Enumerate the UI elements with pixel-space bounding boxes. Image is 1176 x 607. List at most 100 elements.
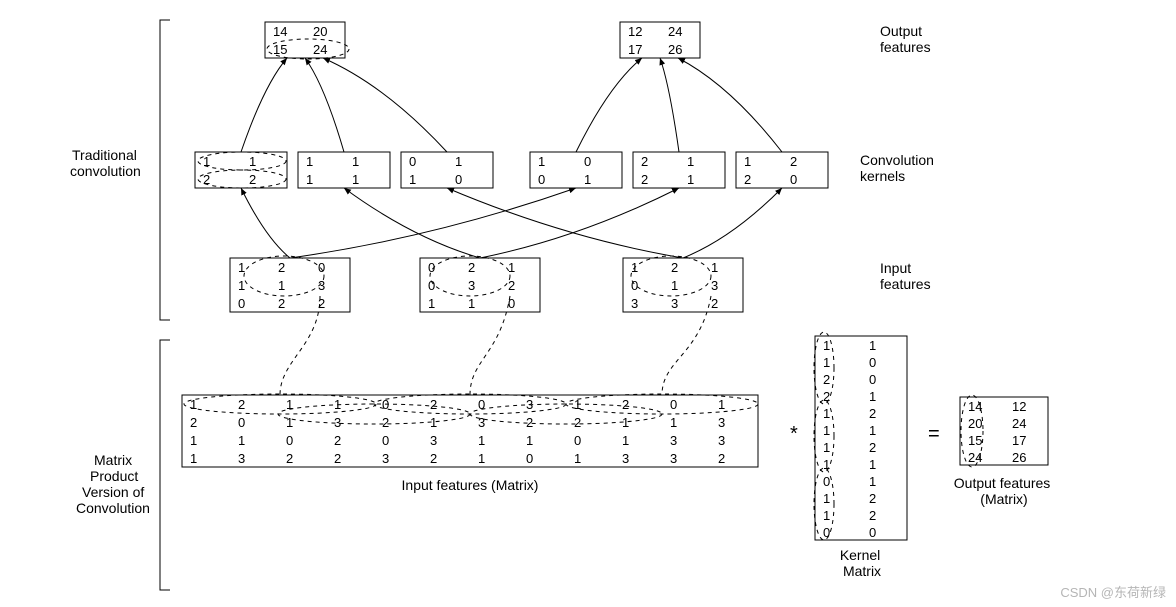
- input-top-1-cell: 3: [468, 278, 475, 293]
- watermark: CSDN @东荷新绿: [1060, 582, 1166, 601]
- kernel-matrix-cell: 0: [823, 474, 830, 489]
- input-top-2-cell: 2: [671, 260, 678, 275]
- input-matrix-cell: 2: [238, 397, 245, 412]
- input-top-1-cell: 2: [468, 260, 475, 275]
- kernel-5-cell: 2: [790, 154, 797, 169]
- input-matrix-cell: 3: [670, 451, 677, 466]
- input-matrix-cell: 2: [622, 397, 629, 412]
- kernel-2-cell: 0: [455, 172, 462, 187]
- input-matrix-cell: 2: [286, 451, 293, 466]
- input-top-2-cell: 1: [671, 278, 678, 293]
- kernel-matrix-cell: 1: [823, 491, 830, 506]
- label-conv-kernels: Convolution kernels: [860, 152, 938, 184]
- input-matrix-cell: 0: [382, 433, 389, 448]
- label-output-matrix: Output features (Matrix): [954, 475, 1054, 507]
- kernel-5-cell: 1: [744, 154, 751, 169]
- kernel-matrix-cell: 1: [823, 338, 830, 353]
- label-traditional: Traditional convolution: [70, 147, 141, 179]
- output-matrix-cell: 15: [968, 433, 982, 448]
- input-matrix-cell: 1: [238, 433, 245, 448]
- kernel-matrix-cell: 2: [869, 508, 876, 523]
- kernel-4-cell: 1: [687, 172, 694, 187]
- input-matrix-cell: 3: [238, 451, 245, 466]
- arrow-input-to-kernel: [683, 188, 782, 258]
- input-matrix-cell: 2: [574, 415, 581, 430]
- kernel-3-cell: 0: [538, 172, 545, 187]
- output-1-cell: 12: [628, 24, 642, 39]
- kernel-1-cell: 1: [306, 172, 313, 187]
- kernel-matrix-cell: 2: [869, 406, 876, 421]
- output-matrix-cell: 20: [968, 416, 982, 431]
- input-matrix-cell: 0: [526, 451, 533, 466]
- ellipse-kernel0_row1: [198, 170, 286, 188]
- kernel-2-cell: 1: [455, 154, 462, 169]
- input-top-1-cell: 1: [468, 296, 475, 311]
- arrow-input-to-kernel: [241, 188, 290, 258]
- input-matrix-cell: 3: [334, 415, 341, 430]
- input-matrix-cell: 2: [382, 415, 389, 430]
- arrow-input-to-kernel: [480, 188, 679, 258]
- input-top-0-cell: 0: [238, 296, 245, 311]
- input-top-1-cell: 1: [428, 296, 435, 311]
- ellipse-im_row0_blk3: [470, 404, 662, 424]
- input-top-0-box: [230, 258, 350, 312]
- input-matrix-cell: 0: [670, 397, 677, 412]
- output-1-cell: 24: [668, 24, 682, 39]
- kernel-matrix-cell: 1: [823, 440, 830, 455]
- output-1-cell: 26: [668, 42, 682, 57]
- kernel-0-cell: 1: [249, 154, 256, 169]
- input-top-1-cell: 1: [508, 260, 515, 275]
- output-0-cell: 15: [273, 42, 287, 57]
- input-matrix-cell: 2: [334, 451, 341, 466]
- output-matrix-cell: 14: [968, 399, 982, 414]
- arrow-input-to-kernel: [447, 188, 683, 258]
- kernel-matrix-cell: 1: [823, 508, 830, 523]
- output-matrix-cell: 26: [1012, 450, 1026, 465]
- output-0-cell: 14: [273, 24, 287, 39]
- kernel-0-cell: 2: [249, 172, 256, 187]
- ellipse-kernel0_row0: [198, 152, 286, 170]
- input-top-0-cell: 1: [238, 278, 245, 293]
- kernel-matrix-cell: 1: [869, 474, 876, 489]
- input-top-2-box: [623, 258, 743, 312]
- output-0-cell: 24: [313, 42, 327, 57]
- label-kernel-matrix: Kernel Matrix: [840, 547, 884, 579]
- kernel-1-cell: 1: [352, 154, 359, 169]
- input-top-1-cell: 0: [508, 296, 515, 311]
- output-matrix-cell: 24: [1012, 416, 1026, 431]
- input-matrix-cell: 3: [382, 451, 389, 466]
- input-matrix-cell: 1: [574, 451, 581, 466]
- kernel-matrix-cell: 1: [869, 389, 876, 404]
- input-matrix-cell: 1: [286, 397, 293, 412]
- input-top-0-cell: 0: [318, 260, 325, 275]
- kernel-3-cell: 0: [584, 154, 591, 169]
- input-matrix-cell: 2: [190, 415, 197, 430]
- arrow-input-to-kernel: [344, 188, 480, 258]
- label-matrix-product: Matrix Product Version of Convolution: [76, 452, 150, 516]
- arrow-kernel-to-output: [660, 58, 679, 152]
- input-matrix-cell: 3: [622, 451, 629, 466]
- input-matrix-cell: 2: [430, 397, 437, 412]
- input-matrix-cell: 1: [286, 415, 293, 430]
- input-matrix-cell: 1: [478, 451, 485, 466]
- input-matrix-cell: 1: [190, 451, 197, 466]
- input-matrix-cell: 0: [238, 415, 245, 430]
- dashed-link-2: [662, 296, 711, 395]
- input-top-1-cell: 0: [428, 278, 435, 293]
- arrow-kernel-to-output: [678, 58, 782, 152]
- kernel-3-cell: 1: [584, 172, 591, 187]
- kernel-matrix-cell: 1: [869, 423, 876, 438]
- bracket-traditional: [160, 20, 170, 320]
- kernel-matrix-cell: 0: [823, 525, 830, 540]
- output-matrix-cell: 17: [1012, 433, 1026, 448]
- input-top-0-cell: 2: [278, 260, 285, 275]
- input-matrix-cell: 0: [286, 433, 293, 448]
- kernel-matrix-cell: 0: [869, 372, 876, 387]
- input-matrix-cell: 3: [670, 433, 677, 448]
- equals-op: =: [928, 423, 940, 445]
- dashed-link-1: [470, 296, 510, 395]
- kernel-matrix-cell: 0: [869, 525, 876, 540]
- label-input-matrix: Input features (Matrix): [402, 477, 539, 493]
- input-matrix-cell: 3: [718, 415, 725, 430]
- kernel-matrix-cell: 2: [869, 440, 876, 455]
